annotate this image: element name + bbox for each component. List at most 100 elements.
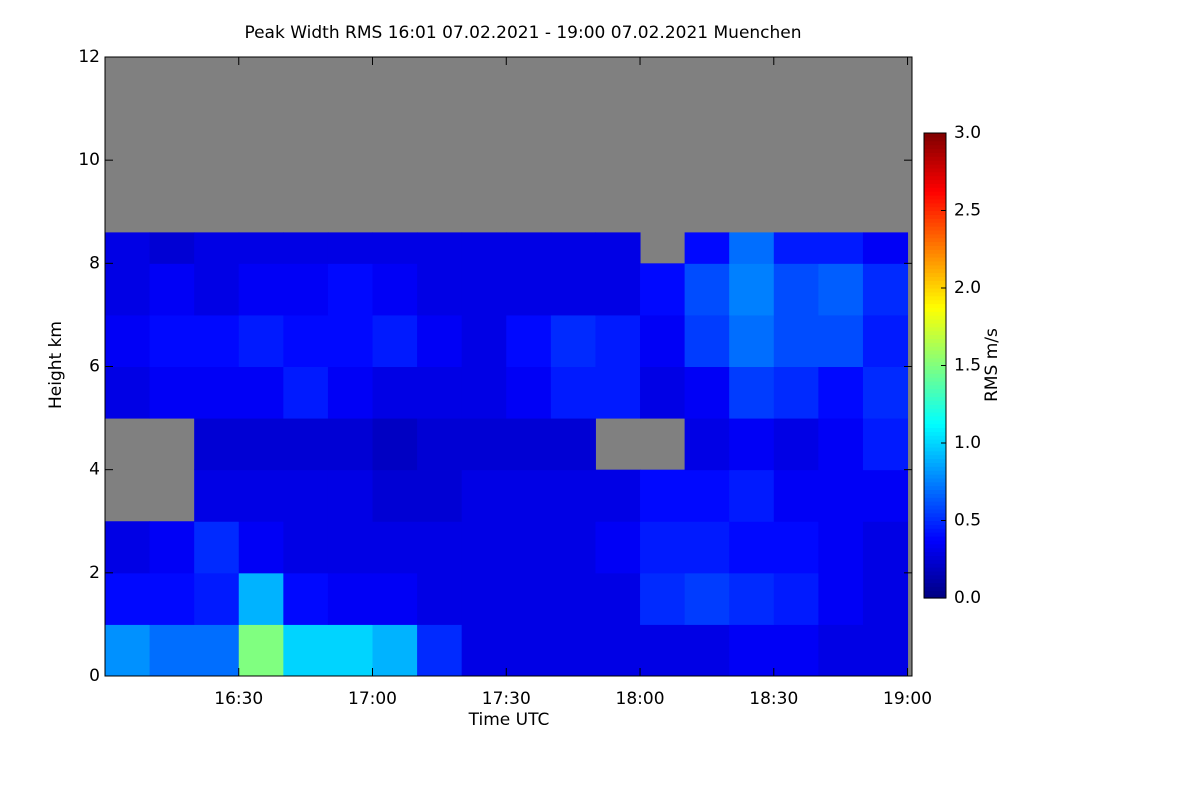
heatmap-cell: [238, 366, 284, 419]
colorbar-segment: [924, 508, 946, 514]
heatmap-cell: [818, 314, 864, 367]
heatmap-cell: [818, 572, 864, 625]
colorbar-segment: [924, 346, 946, 351]
colorbar-segment: [924, 462, 946, 467]
colorbar-segment: [924, 319, 946, 324]
heatmap-cell: [729, 624, 775, 677]
y-axis-label: Height km: [46, 321, 66, 409]
heatmap-cell: [194, 469, 240, 522]
colorbar-segment: [924, 567, 946, 572]
heatmap-cell: [550, 469, 596, 522]
heatmap-cell: [640, 366, 686, 419]
heatmap-cell: [283, 572, 329, 625]
heatmap-cell: [818, 521, 864, 574]
colorbar-segment: [924, 431, 946, 436]
colorbar-segment: [924, 423, 946, 429]
heatmap-cell: [417, 232, 463, 264]
colorbar-segment: [924, 218, 946, 223]
colorbar-segment: [924, 415, 946, 421]
colorbar-tick-label: 0.5: [954, 511, 981, 531]
colorbar-segment: [924, 253, 946, 258]
heatmap-cell: [862, 232, 909, 264]
colorbar-segment: [924, 140, 946, 146]
colorbar-segment: [924, 144, 946, 150]
heatmap-cell: [595, 624, 641, 677]
colorbar-segment: [924, 272, 946, 277]
colorbar-segment: [924, 322, 946, 328]
colorbar-segment: [924, 260, 946, 266]
heatmap-cell: [818, 263, 864, 316]
heatmap-cell: [417, 572, 463, 625]
colorbar-segment: [924, 481, 946, 487]
heatmap-cell: [105, 232, 151, 264]
heatmap-cell: [105, 572, 151, 625]
colorbar-segment: [924, 226, 946, 231]
heatmap-cell: [862, 572, 909, 625]
colorbar-segment: [924, 183, 946, 188]
x-axis-label: Time UTC: [468, 710, 550, 730]
heatmap-cell: [862, 263, 909, 316]
colorbar-segment: [924, 369, 946, 374]
heatmap-cell: [238, 521, 284, 574]
heatmap-cell: [238, 232, 284, 264]
heatmap-cell: [595, 314, 641, 367]
colorbar-segment: [924, 450, 946, 456]
heatmap-cell: [640, 624, 686, 677]
heatmap-cell: [105, 521, 151, 574]
heatmap-cell: [238, 624, 284, 677]
colorbar-segment: [924, 187, 946, 192]
colorbar-segment: [924, 516, 946, 522]
heatmap-cell: [550, 572, 596, 625]
colorbar-segment: [924, 133, 946, 138]
heatmap-cell: [372, 232, 418, 264]
heatmap-cell: [862, 469, 909, 522]
heatmap-cell: [862, 366, 909, 419]
heatmap-cell: [729, 521, 775, 574]
heatmap-cell: [773, 366, 819, 419]
colorbar-segment: [924, 404, 946, 409]
y-tick-label: 4: [89, 460, 100, 480]
heatmap-cell: [417, 469, 463, 522]
heatmap-cell: [818, 232, 864, 264]
colorbar-segment: [924, 237, 946, 243]
heatmap-cell: [461, 469, 507, 522]
colorbar-segment: [924, 357, 946, 363]
heatmap-cell: [417, 418, 463, 471]
heatmap-cell: [640, 572, 686, 625]
heatmap-cell: [640, 521, 686, 574]
heatmap-cell: [238, 469, 284, 522]
colorbar-segment: [924, 512, 946, 518]
heatmap-cell: [283, 521, 329, 574]
heatmap-cell: [238, 418, 284, 471]
heatmap-cell: [105, 624, 151, 677]
heatmap-cell: [283, 469, 329, 522]
colorbar-segment: [924, 563, 946, 568]
heatmap-cell: [684, 232, 730, 264]
heatmap-cell: [149, 572, 195, 625]
colorbar-segment: [924, 458, 946, 463]
heatmap-cell: [684, 521, 730, 574]
colorbar-segment: [924, 543, 946, 549]
heatmap-cell: [773, 418, 819, 471]
heatmap-cell: [417, 263, 463, 316]
colorbar-segment: [924, 539, 946, 545]
heatmap-cell: [729, 263, 775, 316]
heatmap-cell: [773, 314, 819, 367]
heatmap-cell: [773, 232, 819, 264]
colorbar-segment: [924, 214, 946, 219]
colorbar-segment: [924, 532, 946, 537]
heatmap-cell: [506, 366, 552, 419]
colorbar-segment: [924, 245, 946, 250]
heatmap-cell: [773, 572, 819, 625]
x-tick-label: 17:00: [348, 689, 397, 709]
colorbar-segment: [924, 427, 946, 432]
heatmap-cell: [461, 572, 507, 625]
heatmap-cell: [595, 232, 641, 264]
heatmap-cell: [283, 366, 329, 419]
heatmap-cell: [773, 521, 819, 574]
y-tick-label: 10: [78, 150, 100, 170]
colorbar-segment: [924, 466, 946, 471]
heatmap-cell: [550, 232, 596, 264]
colorbar-segment: [924, 493, 946, 498]
